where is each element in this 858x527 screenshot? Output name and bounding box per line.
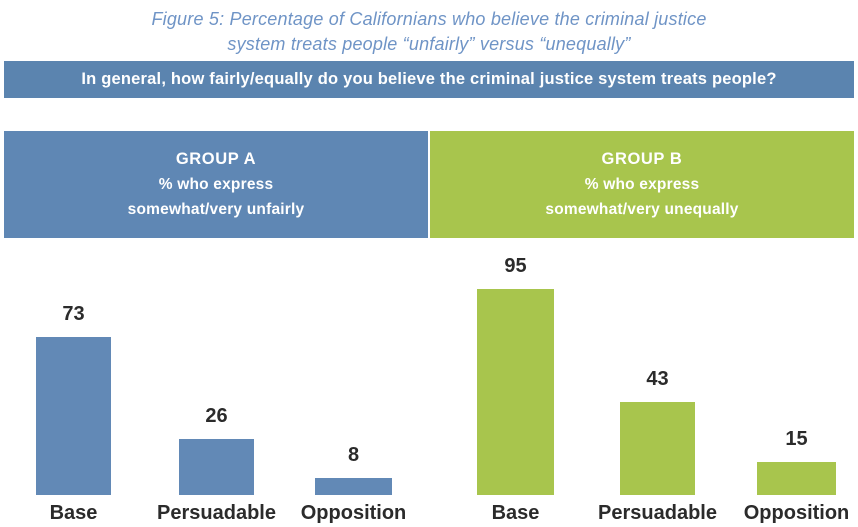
bar-label-b-opposition: Opposition	[743, 502, 850, 524]
group-b-name: GROUP B	[601, 150, 683, 168]
bar-b-persuadable	[620, 402, 695, 495]
group-a-subtitle-1: % who express	[158, 176, 274, 193]
bar-value-b-persuadable: 43	[646, 368, 669, 390]
bar-group-a-base: 73 Base	[36, 240, 111, 527]
bar-label-b-base: Base	[491, 502, 540, 524]
bar-label-a-persuadable: Persuadable	[157, 502, 276, 524]
figure-title-line-1: Figure 5: Percentage of Californians who…	[151, 9, 707, 29]
bar-value-b-opposition: 15	[785, 428, 808, 450]
bar-a-base	[36, 337, 111, 495]
question-banner: In general, how fairly/equally do you be…	[4, 61, 854, 98]
group-b-subtitle-2: somewhat/very unequally	[545, 201, 739, 218]
bar-label-a-opposition: Opposition	[300, 502, 407, 524]
bar-a-opposition	[315, 478, 392, 495]
group-a-subtitle-2: somewhat/very unfairly	[127, 201, 305, 218]
figure-title: Figure 5: Percentage of Californians who…	[0, 7, 858, 57]
bar-group-b-opposition: 15 Opposition	[744, 240, 850, 527]
bar-a-persuadable	[179, 439, 254, 495]
bar-value-b-base: 95	[504, 255, 527, 277]
bar-group-b-persuadable: 43 Persuadable	[598, 240, 717, 527]
group-a-header: GROUP A % who express somewhat/very unfa…	[4, 131, 428, 238]
bar-label-a-base: Base	[49, 502, 98, 524]
bar-group-a-persuadable: 26 Persuadable	[157, 240, 276, 527]
bar-b-base	[477, 289, 554, 495]
bar-value-a-base: 73	[62, 303, 85, 325]
group-header-row: GROUP A % who express somewhat/very unfa…	[4, 131, 854, 238]
question-banner-text: In general, how fairly/equally do you be…	[81, 70, 777, 88]
bar-group-b-base: 95 Base	[477, 240, 554, 527]
bar-chart: 73 Base 26 Persuadable 8 Opposition 95 B…	[0, 240, 858, 527]
bar-label-b-persuadable: Persuadable	[598, 502, 717, 524]
group-a-name: GROUP A	[175, 150, 257, 168]
bar-group-a-opposition: 8 Opposition	[301, 240, 407, 527]
group-b-header: GROUP B % who express somewhat/very uneq…	[430, 131, 854, 238]
bar-value-a-opposition: 8	[347, 444, 360, 466]
bar-b-opposition	[757, 462, 836, 495]
bar-value-a-persuadable: 26	[205, 405, 228, 427]
group-b-subtitle-1: % who express	[584, 176, 700, 193]
figure-title-line-2: system treats people “unfairly” versus “…	[227, 34, 631, 54]
